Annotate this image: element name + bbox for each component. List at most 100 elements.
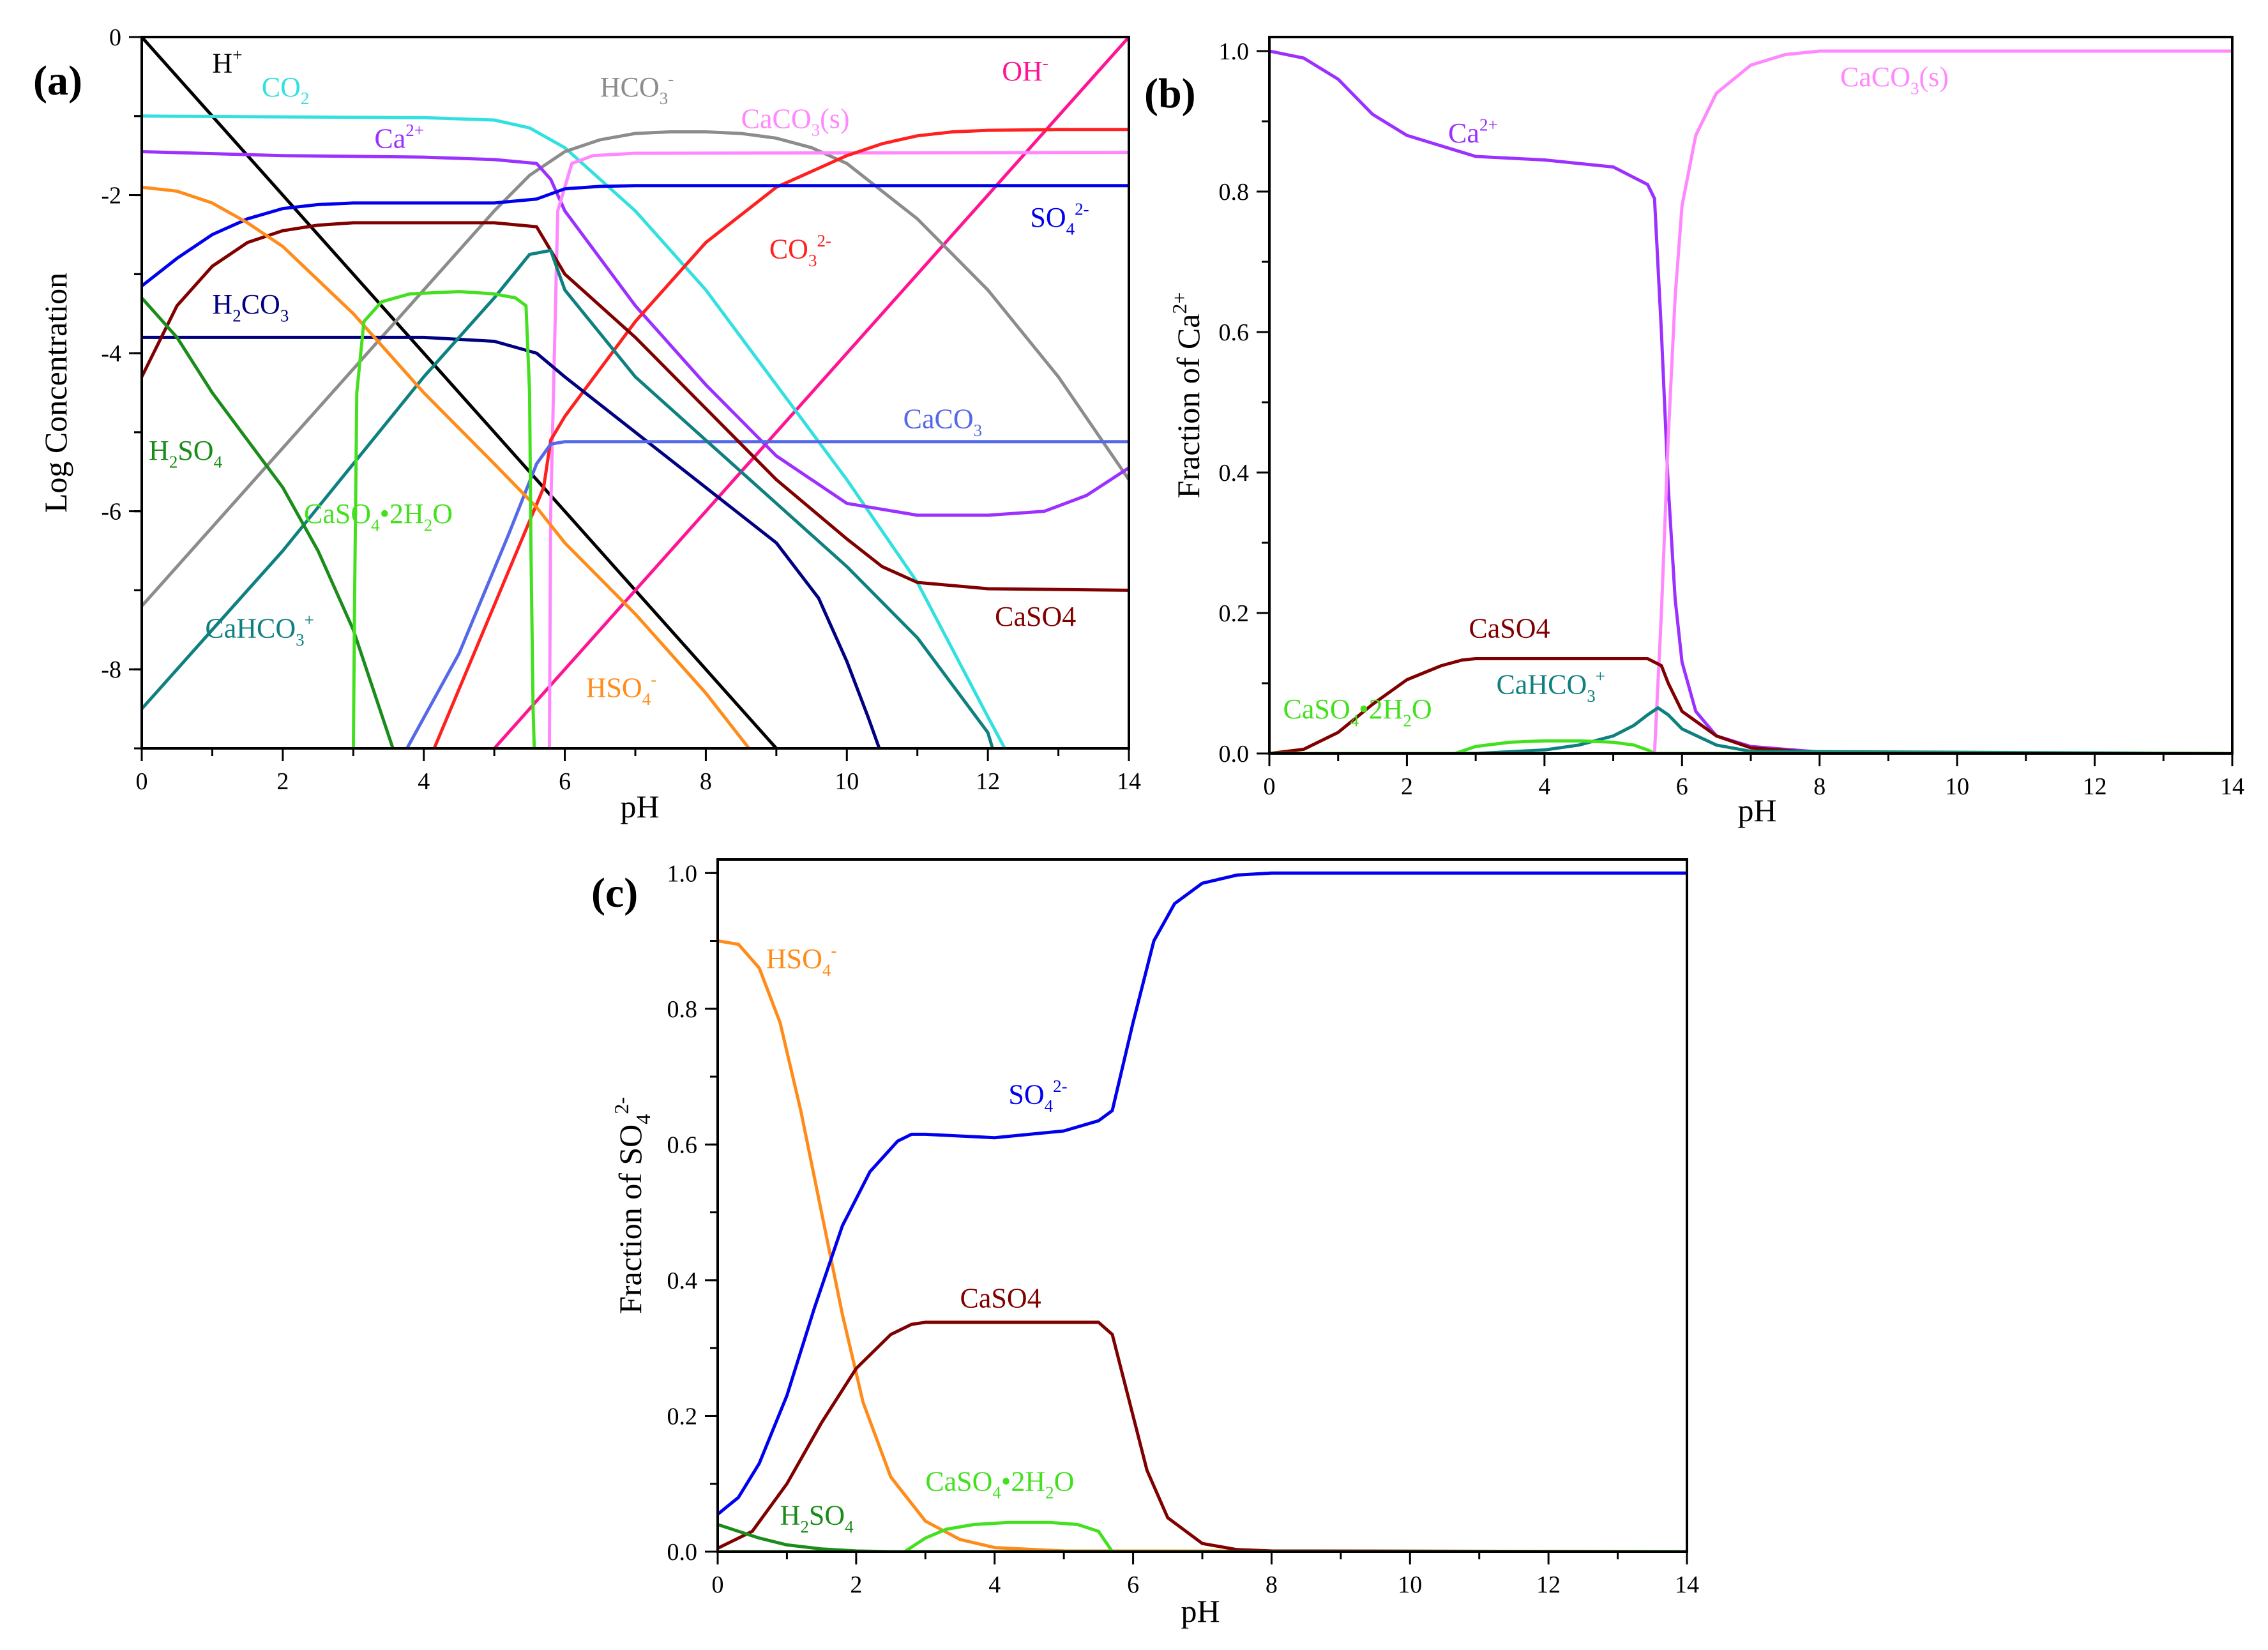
series-label-caso4-2h2o: CaSO4•2H2O <box>1283 693 1432 730</box>
y-tick-label: 1.0 <box>667 860 698 887</box>
y-tick-label: 0.6 <box>1219 319 1250 346</box>
x-tick-label: 14 <box>1117 768 1141 795</box>
series-line-oh- <box>492 37 1129 748</box>
series-label-oh-: OH- <box>1002 54 1048 87</box>
plot-frame <box>1268 36 2234 755</box>
series-label-co3-2-: CO32- <box>769 231 831 270</box>
series-line-co3-2- <box>432 128 1129 748</box>
x-tick-label: 14 <box>1675 1571 1699 1598</box>
panel-letter: (b) <box>1144 70 1196 117</box>
series-line-hso4- <box>718 939 1687 1552</box>
series-lines <box>1269 49 2232 753</box>
panel-letter: (c) <box>591 870 638 916</box>
series-label-caco3-s-: CaCO3(s) <box>741 103 850 139</box>
x-tick-label: 2 <box>1401 773 1413 800</box>
y-tick-label: 0.0 <box>1219 741 1250 768</box>
series-label-ca2-: Ca2+ <box>374 121 424 154</box>
series-label-h-: H+ <box>212 45 242 79</box>
series-line-ca2- <box>142 150 1129 517</box>
series-label-caso4: CaSO4 <box>960 1282 1041 1313</box>
series-line-cahco3- <box>1269 706 2232 753</box>
series-label-co2: CO2 <box>262 72 310 108</box>
x-tick-label: 6 <box>1127 1571 1139 1598</box>
x-tick-label: 10 <box>1945 773 1969 800</box>
series-line-caso4-2h2o <box>351 290 536 748</box>
x-tick-label: 0 <box>1264 773 1276 800</box>
series-label-caco3-s-: CaCO3(s) <box>1840 61 1949 98</box>
x-tick-label: 8 <box>1813 773 1826 800</box>
series-label-cahco3-: CaHCO3+ <box>205 610 314 649</box>
x-axis-title: pH <box>1181 1593 1220 1629</box>
x-tick-label: 6 <box>559 768 571 795</box>
series-label-cahco3-: CaHCO3+ <box>1496 667 1605 706</box>
series-line-caco3-s- <box>547 151 1129 748</box>
x-tick-label: 4 <box>1538 773 1550 800</box>
y-tick-label: -4 <box>101 340 121 367</box>
series-line-caso4 <box>718 1321 1687 1552</box>
x-tick-label: 0 <box>712 1571 724 1598</box>
series-line-hso4- <box>142 185 752 748</box>
chart-panel-c: 0 2 4 6 8 10 12 14 0.0 0.2 0.4 0.6 0.8 1.0 pH Fraction … <box>591 858 1699 1629</box>
y-tick-label: -2 <box>101 183 121 209</box>
series-line-co2 <box>142 114 1007 748</box>
y-axis-title: Log Concentration <box>38 273 73 513</box>
series-label-hso4-: HSO4- <box>766 941 837 980</box>
x-tick-label: 4 <box>418 768 430 795</box>
series-label-caco3: CaCO3 <box>903 404 983 440</box>
y-tick-label: 0.8 <box>667 996 698 1023</box>
y-tick-label: 0 <box>109 24 121 51</box>
x-tick-label: 8 <box>700 768 712 795</box>
y-tick-label: 0.6 <box>667 1132 698 1158</box>
series-line-caso4-2h2o <box>1269 739 2232 753</box>
series-line-h2co3 <box>142 335 881 748</box>
x-tick-label: 4 <box>988 1571 1001 1598</box>
chart-panel-b: 0 2 4 6 8 10 12 14 0.0 0.2 0.4 0.6 0.8 1.0 pH Fraction … <box>1144 36 2244 828</box>
series-line-cahco3- <box>142 248 995 748</box>
y-tick-label: -6 <box>101 499 121 526</box>
x-tick-label: 12 <box>1536 1571 1561 1598</box>
series-label-caso4: CaSO4 <box>995 601 1076 632</box>
x-tick-label: 12 <box>976 768 1000 795</box>
y-tick-label: 0.0 <box>667 1539 698 1566</box>
series-label-so4-2-: SO42- <box>1008 1077 1067 1116</box>
series-label-hco3-: HCO3- <box>600 69 674 108</box>
series-line-caco3-s- <box>1652 49 2232 753</box>
series-line-h2so4 <box>718 1523 1687 1552</box>
series-label-so4-2-: SO42- <box>1030 200 1089 239</box>
series-label-h2co3: H2CO3 <box>212 289 289 325</box>
series-line-caso4-2h2o <box>718 1520 1687 1552</box>
x-tick-label: 10 <box>835 768 859 795</box>
x-tick-label: 8 <box>1266 1571 1278 1598</box>
y-tick-label: 1.0 <box>1219 38 1250 65</box>
plot-frame <box>716 858 1688 1553</box>
series-line-h2so4 <box>142 296 395 748</box>
x-tick-label: 10 <box>1398 1571 1422 1598</box>
chart-panel-a: 0 2 4 6 8 10 12 14 0 -2 -4 -6 -8 pH Log Concentration (… <box>33 24 1141 824</box>
x-tick-label: 2 <box>276 768 289 795</box>
series-line-caco3 <box>405 440 1129 748</box>
y-tick-label: -8 <box>101 656 121 683</box>
x-tick-label: 12 <box>2083 773 2107 800</box>
series-label-caso4-2h2o: CaSO4•2H2O <box>925 1465 1074 1502</box>
series-line-caso4 <box>142 221 1129 592</box>
panel-letter: (a) <box>33 57 82 104</box>
series-label-ca2-: Ca2+ <box>1448 116 1498 149</box>
series-lines <box>718 871 1687 1552</box>
series-label-caso4: CaSO4 <box>1469 613 1550 644</box>
x-tick-label: 14 <box>2220 773 2244 800</box>
series-label-caso4-2h2o: CaSO4•2H2O <box>304 498 453 534</box>
series-lines <box>142 37 1129 748</box>
series-label-h2so4: H2SO4 <box>780 1499 854 1536</box>
series-line-ca2- <box>1269 49 2232 753</box>
series-label-h2so4: H2SO4 <box>149 435 223 471</box>
series-line-so4-2- <box>142 184 1129 288</box>
x-axis-title: pH <box>620 789 659 824</box>
y-tick-label: 0.4 <box>1219 460 1250 487</box>
x-tick-label: 6 <box>1676 773 1688 800</box>
x-tick-label: 0 <box>136 768 148 795</box>
series-label-hso4-: HSO4- <box>586 670 657 709</box>
y-tick-label: 0.2 <box>667 1403 698 1430</box>
y-tick-label: 0.8 <box>1219 179 1250 206</box>
x-axis-title: pH <box>1737 792 1776 828</box>
